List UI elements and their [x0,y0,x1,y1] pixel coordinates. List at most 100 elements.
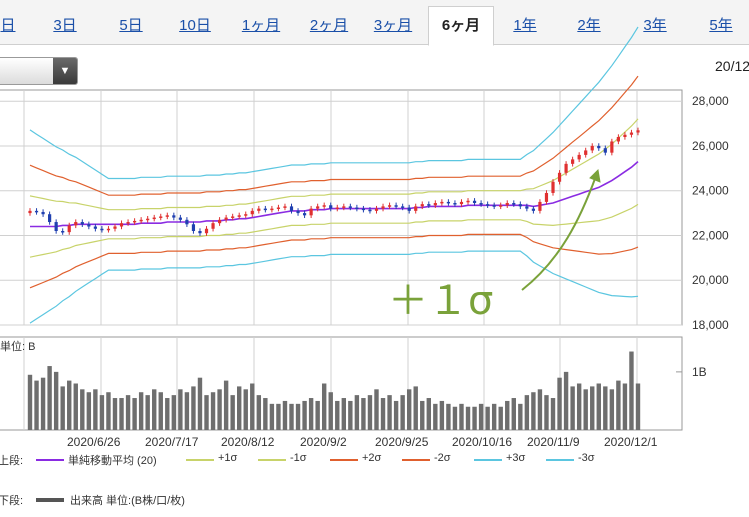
candle-body [211,223,215,229]
volume-bar [348,400,353,430]
volume-bar [145,395,150,430]
candle-body [603,148,607,153]
tab-period-3[interactable]: 10日 [179,17,211,34]
candle-body [80,222,84,225]
volume-bar [335,400,340,430]
legend-lower-prefix: 下段: [0,495,24,507]
candle-body [427,204,431,206]
volume-bar [53,371,59,430]
candle-body [165,215,169,217]
volume-bar [328,392,333,430]
volume-bar [478,403,484,430]
y-tick-label: 26,000 [692,139,729,153]
candle-body [433,203,437,206]
candle-body [531,208,535,211]
volume-bar [210,392,216,430]
candle-body [172,215,176,218]
volume-bar [544,395,549,430]
tab-period-7[interactable]: 6ヶ月 [428,6,494,46]
volume-bar [191,386,196,430]
x-tick-label: 2020/8/12 [221,435,275,449]
tab-period-9[interactable]: 2年 [577,17,601,34]
legend-swatch [474,459,502,461]
candle-body [414,206,418,211]
volume-bar [367,395,373,430]
volume-bar [217,389,222,430]
tab-period-5[interactable]: 2ヶ月 [309,17,349,34]
candle-body [322,205,326,207]
tab-period-2[interactable]: 5日 [119,17,143,34]
candle-body [616,137,620,142]
volume-bar [446,403,451,430]
volume-bar [132,398,137,430]
band-plus-2sigma [29,75,639,196]
legend-label: -3σ [578,452,595,464]
legend-swatch [186,459,214,461]
candle-body [551,181,555,193]
candle-body [250,210,254,215]
legend-label: -2σ [434,452,451,464]
volume-bar [315,400,320,430]
volume-bar [537,389,543,430]
tab-period-8[interactable]: 1年 [513,17,537,34]
volume-bar [204,395,209,430]
candle-body [584,150,588,155]
legend-label: +3σ [506,452,526,464]
candle-body [538,201,542,211]
candle-body [244,214,248,216]
x-tick-label: 2020/12/1 [604,435,658,449]
sma20-line [30,160,639,228]
candle-body [518,204,522,207]
candle-body [289,206,294,211]
candle-body [296,210,300,214]
candle-body [263,208,267,211]
candle-body [139,219,143,222]
legend-label: +2σ [362,452,382,464]
tab-period-0[interactable]: 日 [0,17,16,34]
volume-bar [223,380,229,430]
tab-period-1[interactable]: 3日 [53,17,77,34]
volume-bar [27,374,33,430]
candle-body [505,203,509,206]
candle-body [623,134,627,137]
volume-bar [361,398,366,430]
candle-body [512,203,516,205]
volume-bar [570,386,575,430]
legend-swatch [258,459,286,461]
volume-bar [80,389,85,430]
chart-type-dropdown[interactable]: ▼ [0,57,78,85]
candle-body [355,207,359,209]
candle-body [257,208,261,211]
tab-period-11[interactable]: 5年 [709,17,733,34]
candle-body [100,228,104,231]
volume-bar [413,386,418,430]
candle-body [119,223,124,227]
volume-bar [295,403,301,430]
candle-body [329,205,333,209]
tab-period-10[interactable]: 3年 [643,17,667,34]
candle-body [113,226,117,229]
candle-body [126,222,130,224]
x-tick-label: 2020/9/2 [300,435,347,449]
legend-upper-prefix: 上段: [0,455,24,467]
tab-period-6[interactable]: 3ヶ月 [373,17,413,34]
candle-body [54,222,58,231]
candle-body [525,206,529,209]
volume-bar [178,389,183,430]
volume-bar [86,392,92,430]
candle-body [401,206,405,208]
legend-label: +1σ [218,452,238,464]
volume-bar [47,366,52,430]
candle-body [381,206,385,209]
volume-bar [400,395,405,430]
candle-body [48,214,52,223]
candle-body [571,159,575,164]
x-tick-label: 2020/7/17 [145,435,199,449]
candle-body [106,228,111,231]
tab-period-4[interactable]: 1ヶ月 [241,17,281,34]
period-tab-bar: 日 3日 5日 10日 1ヶ月 2ヶ月 3ヶ月 6ヶ月 1年 2年 3年 5年 [0,0,749,46]
candle-body [93,226,97,229]
candle-body [34,210,39,213]
volume-bar [93,389,98,430]
volume-bar [622,383,628,430]
